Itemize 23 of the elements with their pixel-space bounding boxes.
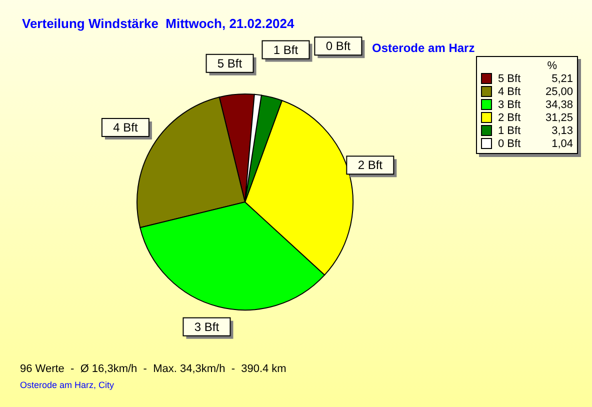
data-label: 1,04 [552, 138, 573, 150]
slice-label: 4 Bft [113, 120, 138, 134]
category-label: 0 Bft [326, 39, 351, 54]
text: 96 Werte - Ø 16,3km/h - Max. 34,3km/h - 390.4 km [20, 363, 286, 375]
data-label: 3,13 [552, 124, 573, 136]
legend-title: % [546, 60, 558, 72]
legend-label: 3 Bft [498, 98, 522, 110]
chart-title: Verteilung Windstärke Mittwoch, 21.02.2024 [22, 16, 294, 31]
data-label: 25,00 [545, 86, 573, 98]
legend-label: 2 Bft [498, 112, 522, 124]
legend-label: 5 Bft [498, 72, 522, 84]
slice-label: 2 Bft [358, 158, 384, 172]
slice-label: 1 Bft [273, 42, 299, 57]
legend-label: 0 Bft [498, 138, 522, 150]
slice-label: 5 Bft [217, 56, 243, 70]
data-label: 31,25 [545, 112, 573, 124]
legend-label: 1 Bft [498, 124, 522, 136]
slice-label: 3 Bft [194, 320, 220, 334]
legend-label: 4 Bft [498, 86, 522, 98]
data-label: 5,21 [552, 72, 573, 84]
chart-subtitle: Osterode am Harz [372, 41, 475, 55]
data-label: 34,38 [545, 98, 573, 110]
text: Osterode am Harz, City [20, 380, 114, 390]
